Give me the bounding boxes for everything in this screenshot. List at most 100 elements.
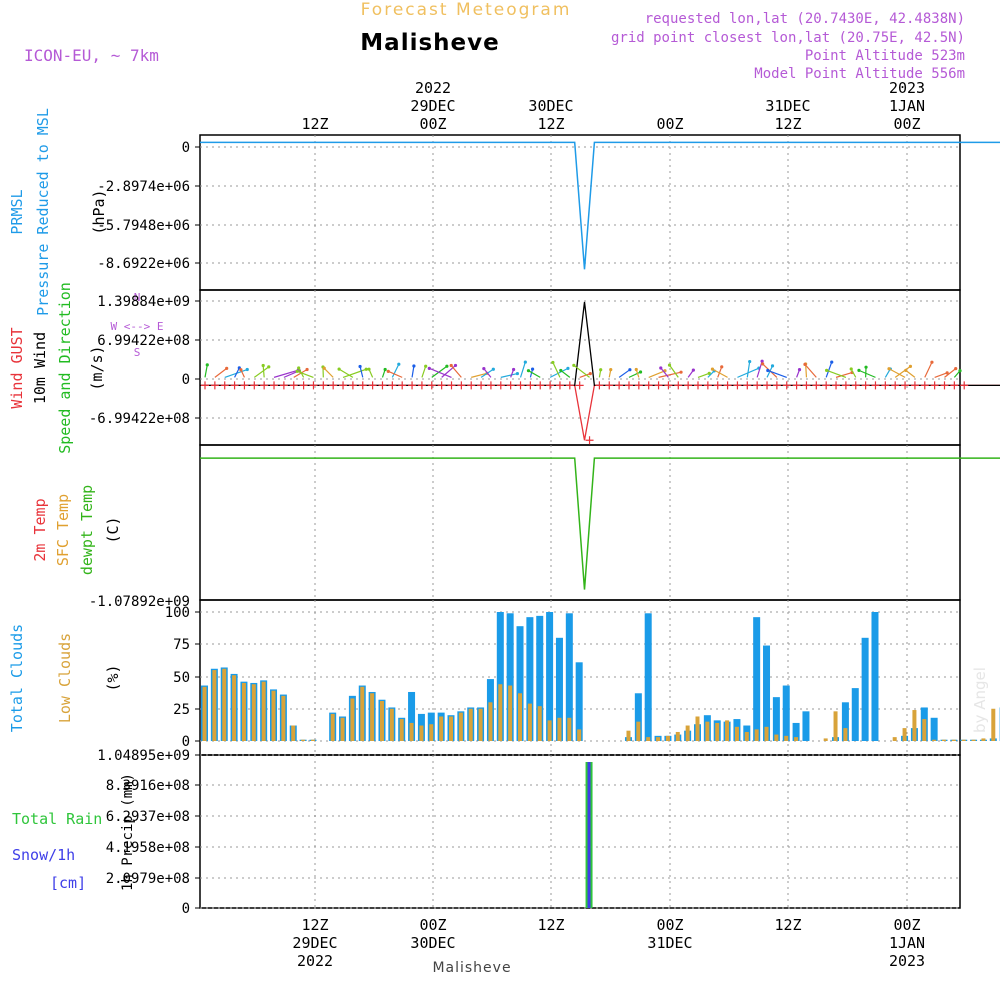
wind-arrow [560, 369, 571, 378]
wind-arrow-head [551, 360, 555, 365]
wind-arrow [746, 361, 751, 378]
wind-arrow [697, 372, 710, 378]
y-tick-label: 6.99422e+08 [97, 333, 190, 349]
bar-low-clouds [537, 706, 542, 741]
wind-arrow-head [412, 364, 416, 368]
label-snow-unit: [cm] [50, 874, 86, 892]
gust-marker [348, 381, 357, 390]
wind-arrow [471, 372, 488, 378]
gust-marker [832, 381, 841, 390]
bar-low-clouds [685, 725, 690, 741]
wind-arrow [293, 368, 308, 378]
gust-marker [319, 381, 328, 390]
gust-marker [398, 381, 407, 390]
compass-we: W <--> E [111, 320, 164, 333]
bar-low-clouds [942, 739, 946, 741]
bar-low-clouds [271, 690, 276, 741]
wind-arrow-head [364, 367, 368, 371]
bar-low-clouds [389, 708, 394, 741]
gust-marker [812, 381, 821, 390]
wind-arrow [825, 361, 833, 378]
wind-arrow [894, 365, 911, 378]
bottom-day-label: 30DEC [410, 934, 455, 952]
bar-low-clouds [577, 729, 582, 741]
bar-low-clouds [379, 701, 384, 741]
wind-arrow [835, 371, 853, 378]
bottom-day-label: 29DEC [292, 934, 337, 952]
bar-total-clouds [526, 617, 534, 741]
wind-arrow-head [239, 368, 243, 372]
wind-arrow-head [445, 364, 449, 368]
bar-total-clouds [546, 612, 554, 741]
wind-arrow-head [634, 367, 638, 372]
wind-arrow [323, 367, 334, 378]
wind-arrow-head [864, 365, 868, 369]
bar-low-clouds [301, 739, 306, 741]
bar-total-clouds [634, 693, 642, 741]
gust-marker [763, 381, 772, 390]
gust-marker [644, 381, 653, 390]
bar-total-clouds [753, 617, 761, 741]
bar-low-clouds [981, 738, 986, 741]
wind-arrow-head [530, 367, 535, 371]
wind-arrow [805, 363, 808, 378]
bar-low-clouds [764, 726, 769, 741]
wind-arrow [519, 361, 526, 378]
gust-marker [496, 381, 505, 390]
wind-arrow [934, 372, 948, 378]
bar-total-clouds [575, 662, 583, 741]
wind-arrow [429, 367, 452, 378]
plot-layer: 0 -2.8974e+06 -5.7948e+06 -8.6922e+06 1.3988… [89, 79, 1000, 970]
wind-arrow [658, 371, 682, 378]
bar-low-clouds [429, 724, 434, 741]
wind-arrow-head [887, 367, 891, 371]
gust-marker [674, 381, 683, 390]
gust-marker [447, 381, 456, 390]
label-total-rain: Total Rain [12, 810, 102, 828]
wind-arrow-head [267, 365, 271, 369]
wind-arrow [924, 361, 933, 378]
bar-low-clouds [991, 708, 996, 741]
top-day-label: 31DEC [765, 97, 810, 115]
gust-marker [279, 381, 288, 390]
bar-total-clouds [871, 612, 879, 741]
bottom-day-label: 31DEC [647, 934, 692, 952]
wind-arrow [669, 364, 679, 378]
wind-arrow-head [512, 367, 516, 372]
gust-marker [753, 381, 762, 390]
bar-low-clouds [508, 685, 513, 741]
wind-arrow [944, 368, 957, 378]
top-year-label: 2022 [415, 79, 451, 97]
bar-snow [587, 762, 591, 908]
bar-low-clouds [291, 725, 296, 741]
wind-arrow-head [908, 364, 913, 368]
bar-low-clouds [636, 721, 641, 741]
wind-arrow-head [295, 369, 299, 373]
wind-arrow-head [599, 368, 603, 372]
gust-marker [920, 381, 929, 390]
label-2m-temp: 2m Temp [31, 498, 49, 561]
bottom-hour-label: 00Z [419, 916, 446, 934]
bar-low-clouds [202, 686, 207, 741]
requested-coords: requested lon,lat (20.7430E, 42.4838N) [645, 11, 965, 27]
wind-arrow-head [367, 367, 371, 371]
gust-marker [881, 381, 890, 390]
bar-total-clouds [851, 688, 859, 741]
model-label: ICON-EU, ~ 7km [24, 46, 159, 65]
bar-low-clouds [705, 721, 710, 741]
wind-arrow-head [628, 368, 632, 372]
panel-frame [199, 289, 961, 446]
label-wind-unit: (m/s) [88, 345, 106, 390]
gust-marker [703, 381, 712, 390]
bar-low-clouds [449, 716, 453, 741]
bar-low-clouds [419, 725, 424, 741]
bar-low-clouds [656, 737, 661, 741]
gust-marker [565, 381, 574, 390]
wind-arrow-head [679, 370, 683, 374]
y-tick-label: -1.07892e+09 [89, 594, 190, 610]
wind-arrow [253, 366, 270, 378]
top-day-label: 1JAN [889, 97, 925, 115]
bar-low-clouds [360, 686, 365, 741]
wind-arrow-head [748, 359, 752, 364]
gust-marker [388, 381, 397, 390]
